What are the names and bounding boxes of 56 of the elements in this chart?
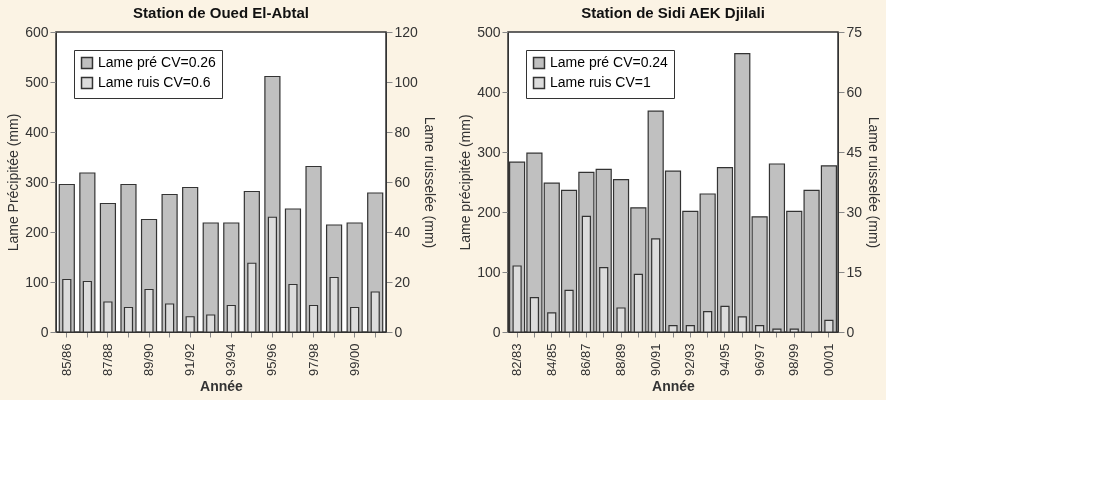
chart-title: Station de Oued El-Abtal bbox=[133, 4, 309, 21]
x-tick-label: 85/86 bbox=[58, 343, 74, 377]
y2-tick-label: 0 bbox=[394, 323, 403, 340]
x-tick-label: 86/87 bbox=[578, 343, 594, 377]
x-tick-label: 96/97 bbox=[751, 343, 767, 377]
x-tick-label: 91/92 bbox=[182, 343, 198, 377]
y2-tick-label: 45 bbox=[846, 143, 863, 160]
x-tick-label: 00/01 bbox=[820, 343, 836, 377]
x-tick-label: 95/96 bbox=[264, 343, 280, 377]
x-tick-label: 82/83 bbox=[509, 343, 525, 377]
x-tick-label: 99/00 bbox=[346, 343, 362, 377]
y-tick-label: 100 bbox=[25, 273, 49, 290]
x-tick-label: 97/98 bbox=[305, 343, 321, 377]
x-tick-label: 92/93 bbox=[682, 343, 698, 377]
y-tick-label: 400 bbox=[25, 123, 49, 140]
legend-label: Lame ruis CV=1 bbox=[550, 74, 651, 90]
y2-tick-label: 0 bbox=[846, 323, 855, 340]
y2-axis-title: Lame ruisselée (mm) bbox=[866, 116, 883, 249]
y2-tick-label: 75 bbox=[846, 23, 863, 40]
y-tick-label: 600 bbox=[25, 23, 49, 40]
legend-label: Lame pré CV=0.24 bbox=[550, 54, 669, 70]
y-tick-label: 500 bbox=[477, 23, 501, 40]
chart-title: Station de Sidi AEK Djilali bbox=[581, 4, 765, 21]
x-tick-label: 90/91 bbox=[647, 343, 663, 377]
y2-tick-label: 60 bbox=[846, 83, 863, 100]
y2-tick-label: 60 bbox=[394, 173, 411, 190]
y2-tick-label: 40 bbox=[394, 223, 411, 240]
y2-tick-label: 80 bbox=[394, 123, 411, 140]
x-tick-label: 94/95 bbox=[716, 343, 732, 377]
x-tick-label: 89/90 bbox=[141, 343, 157, 377]
x-tick-label: 87/88 bbox=[99, 343, 115, 377]
y-tick-label: 0 bbox=[492, 323, 501, 340]
y-tick-label: 100 bbox=[477, 263, 501, 280]
y-axis-title: Lame précipitée (mm) bbox=[457, 114, 474, 251]
y-tick-label: 400 bbox=[477, 83, 501, 100]
y2-tick-label: 120 bbox=[394, 23, 419, 40]
x-tick-label: 93/94 bbox=[223, 343, 239, 377]
y-tick-label: 300 bbox=[477, 143, 501, 160]
x-tick-label: 84/85 bbox=[543, 343, 559, 377]
y-axis-title: Lame Précipitée (mm) bbox=[5, 113, 22, 252]
x-axis-title: Année bbox=[200, 378, 244, 395]
y2-axis-title: Lame ruisselée (mm) bbox=[421, 116, 438, 249]
y-tick-label: 200 bbox=[477, 203, 501, 220]
y2-tick-label: 20 bbox=[394, 273, 411, 290]
legend-label: Lame ruis CV=0.6 bbox=[98, 74, 211, 90]
y-tick-label: 200 bbox=[25, 223, 49, 240]
y-tick-label: 0 bbox=[40, 323, 49, 340]
y2-tick-label: 30 bbox=[846, 203, 863, 220]
x-axis-title: Année bbox=[652, 378, 696, 395]
y-tick-label: 500 bbox=[25, 73, 49, 90]
x-tick-label: 88/89 bbox=[613, 343, 629, 377]
y2-tick-label: 100 bbox=[394, 73, 419, 90]
x-tick-label: 98/99 bbox=[786, 343, 802, 377]
y2-tick-label: 15 bbox=[846, 263, 863, 280]
y-tick-label: 300 bbox=[25, 173, 49, 190]
legend-label: Lame pré CV=0.26 bbox=[98, 54, 217, 70]
